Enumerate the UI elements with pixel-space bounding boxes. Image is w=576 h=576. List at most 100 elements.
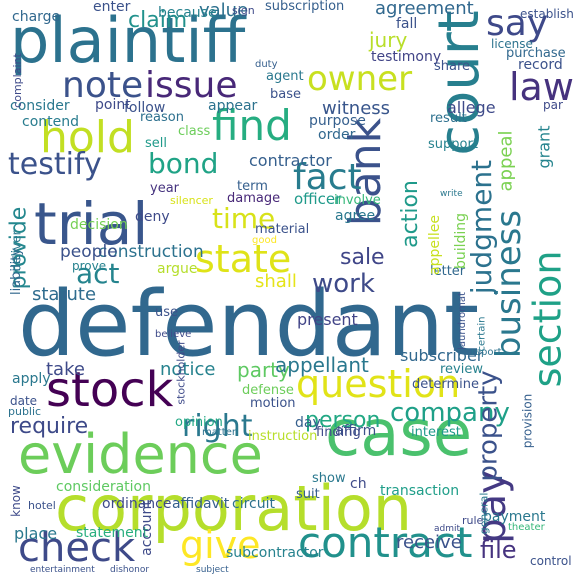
cloud-word-building: building <box>453 212 470 270</box>
cloud-word-note: note <box>62 65 144 106</box>
cloud-word-record: record <box>518 57 563 73</box>
cloud-word-party: party <box>237 358 290 382</box>
cloud-word-work: work <box>312 269 375 299</box>
cloud-word-transaction: transaction <box>380 483 460 499</box>
cloud-word-give: give <box>180 523 261 567</box>
cloud-word-statute: statute <box>32 284 97 305</box>
cloud-word-license: license <box>491 37 533 51</box>
cloud-word-term: term <box>237 179 268 194</box>
cloud-word-result: result <box>430 111 467 126</box>
cloud-word-say: say <box>486 3 549 44</box>
cloud-word-value: value <box>199 0 249 21</box>
cloud-word-point: point <box>95 97 131 113</box>
cloud-word-defense: defense <box>242 383 294 398</box>
cloud-word-account: account <box>138 500 155 556</box>
cloud-word-appear: appear <box>208 98 258 114</box>
cloud-word-hold: hold <box>40 112 135 163</box>
cloud-word-trial: trial <box>34 190 149 258</box>
cloud-word-enter: enter <box>93 0 131 15</box>
cloud-word-appellant: appellant <box>275 353 369 377</box>
cloud-word-damage: damage <box>227 191 281 206</box>
cloud-word-provision: provision <box>519 393 534 448</box>
cloud-word-charge: charge <box>12 9 61 25</box>
cloud-word-write: write <box>440 189 463 199</box>
cloud-word-deny: deny <box>135 209 170 225</box>
cloud-word-time: time <box>212 202 276 235</box>
cloud-word-contract: contract <box>298 518 473 567</box>
cloud-word-complaint: complaint <box>10 53 24 108</box>
cloud-word-finding: finding <box>316 425 361 440</box>
cloud-word-contend: contend <box>22 114 79 130</box>
cloud-word-testify: testify <box>8 147 102 182</box>
cloud-word-interest: interest <box>411 425 461 440</box>
cloud-word-know: know <box>8 485 23 517</box>
cloud-word-consideration: consideration <box>56 479 151 495</box>
cloud-word-report: report <box>471 347 502 358</box>
cloud-word-act: act <box>76 257 120 290</box>
cloud-word-subcontractor: subcontractor <box>226 545 324 561</box>
cloud-word-establish: establish <box>520 7 574 21</box>
cloud-word-affidavit: affidavit <box>172 496 230 512</box>
cloud-word-involve: involve <box>334 193 381 208</box>
cloud-word-find: find <box>212 101 292 150</box>
cloud-word-stockholder: stockholder <box>174 339 188 405</box>
cloud-word-rule: rule <box>462 514 484 527</box>
cloud-word-base: base <box>270 87 301 102</box>
cloud-word-statement: statement <box>76 525 149 541</box>
cloud-word-motion: motion <box>250 396 296 411</box>
cloud-word-believe: believe <box>155 329 192 340</box>
cloud-word-stock: stock <box>46 362 174 418</box>
cloud-word-agreement: agreement <box>375 0 474 19</box>
cloud-word-letter: letter <box>430 264 466 279</box>
cloud-word-class: class <box>178 124 211 139</box>
cloud-word-hotel: hotel <box>28 499 56 512</box>
cloud-word-share: share <box>434 59 471 74</box>
cloud-word-argue: argue <box>157 261 198 277</box>
cloud-word-consider: consider <box>10 98 70 114</box>
cloud-word-subscriber: subscriber <box>400 346 484 365</box>
cloud-word-deliver: deliver <box>9 229 24 272</box>
cloud-word-issue: issue <box>145 65 238 106</box>
cloud-word-contractor: contractor <box>249 151 332 170</box>
cloud-word-corporation: corporation <box>55 472 413 545</box>
cloud-word-property: property <box>473 369 504 482</box>
cloud-word-use: use <box>155 305 179 320</box>
cloud-word-testimony: testimony <box>371 49 442 65</box>
cloud-word-company: company <box>390 398 510 428</box>
cloud-word-appeal: appeal <box>495 130 516 191</box>
cloud-word-purchase: purchase <box>506 46 566 61</box>
cloud-word-apply: apply <box>12 371 51 387</box>
cloud-word-take: take <box>46 359 85 380</box>
cloud-word-laundromat: laundromat <box>456 292 468 350</box>
cloud-word-entertainment: entertainment <box>30 565 95 575</box>
cloud-word-reason: reason <box>140 110 184 125</box>
cloud-word-year: year <box>150 181 180 196</box>
cloud-word-decision: decision <box>70 217 128 233</box>
cloud-word-sign: sign <box>232 4 255 17</box>
cloud-word-subscription: subscription <box>265 0 345 14</box>
cloud-word-receive: receive <box>396 532 462 553</box>
cloud-word-determine: determine <box>412 377 479 392</box>
cloud-word-control: control <box>530 554 572 568</box>
cloud-word-right: right <box>182 409 253 444</box>
cloud-word-action: action <box>397 180 423 248</box>
cloud-word-construction: construction <box>98 242 204 262</box>
cloud-word-material: material <box>255 222 310 237</box>
cloud-word-owner: owner <box>307 59 413 99</box>
cloud-word-matter: matter <box>202 427 236 438</box>
cloud-word-silencer: silencer <box>170 194 213 207</box>
cloud-word-section: section <box>524 250 569 387</box>
cloud-word-shall: shall <box>255 271 297 292</box>
cloud-word-plaintiff: plaintiff <box>10 4 246 77</box>
cloud-word-sell: sell <box>145 136 167 151</box>
cloud-word-present: present <box>297 310 358 329</box>
cloud-word-payment: payment <box>483 509 546 525</box>
cloud-word-evidence: evidence <box>18 423 263 486</box>
cloud-word-duty: duty <box>255 59 278 70</box>
cloud-word-purpose: purpose <box>309 113 366 129</box>
cloud-word-bond: bond <box>148 147 219 180</box>
cloud-word-affirm: affirm <box>335 423 377 439</box>
cloud-word-ordinance: ordinance <box>102 496 172 512</box>
cloud-word-because: because <box>158 5 217 21</box>
